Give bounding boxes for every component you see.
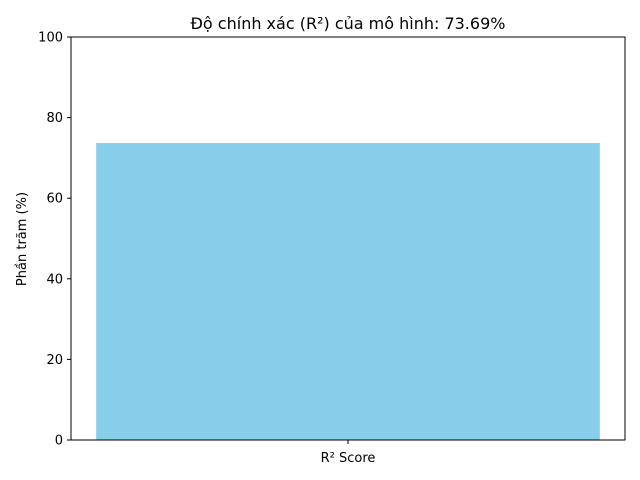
chart-title: Độ chính xác (R²) của mô hình: 73.69% <box>191 14 506 33</box>
plot-frame <box>70 36 626 441</box>
x-axis-ticks: R² Score <box>321 440 376 466</box>
y-tick-label: 80 <box>46 111 63 126</box>
bar <box>96 143 600 440</box>
y-tick-label: 20 <box>46 353 63 368</box>
y-axis-label: Phần trăm (%) <box>15 192 30 286</box>
y-tick-label: 60 <box>46 192 63 207</box>
bars-group <box>96 143 600 440</box>
y-tick-label: 100 <box>38 31 63 46</box>
x-tick-label: R² Score <box>321 451 376 466</box>
y-tick-label: 40 <box>46 272 63 287</box>
y-axis-ticks: 0 20 40 60 80 100 <box>38 31 71 449</box>
y-tick-label: 0 <box>55 434 63 449</box>
